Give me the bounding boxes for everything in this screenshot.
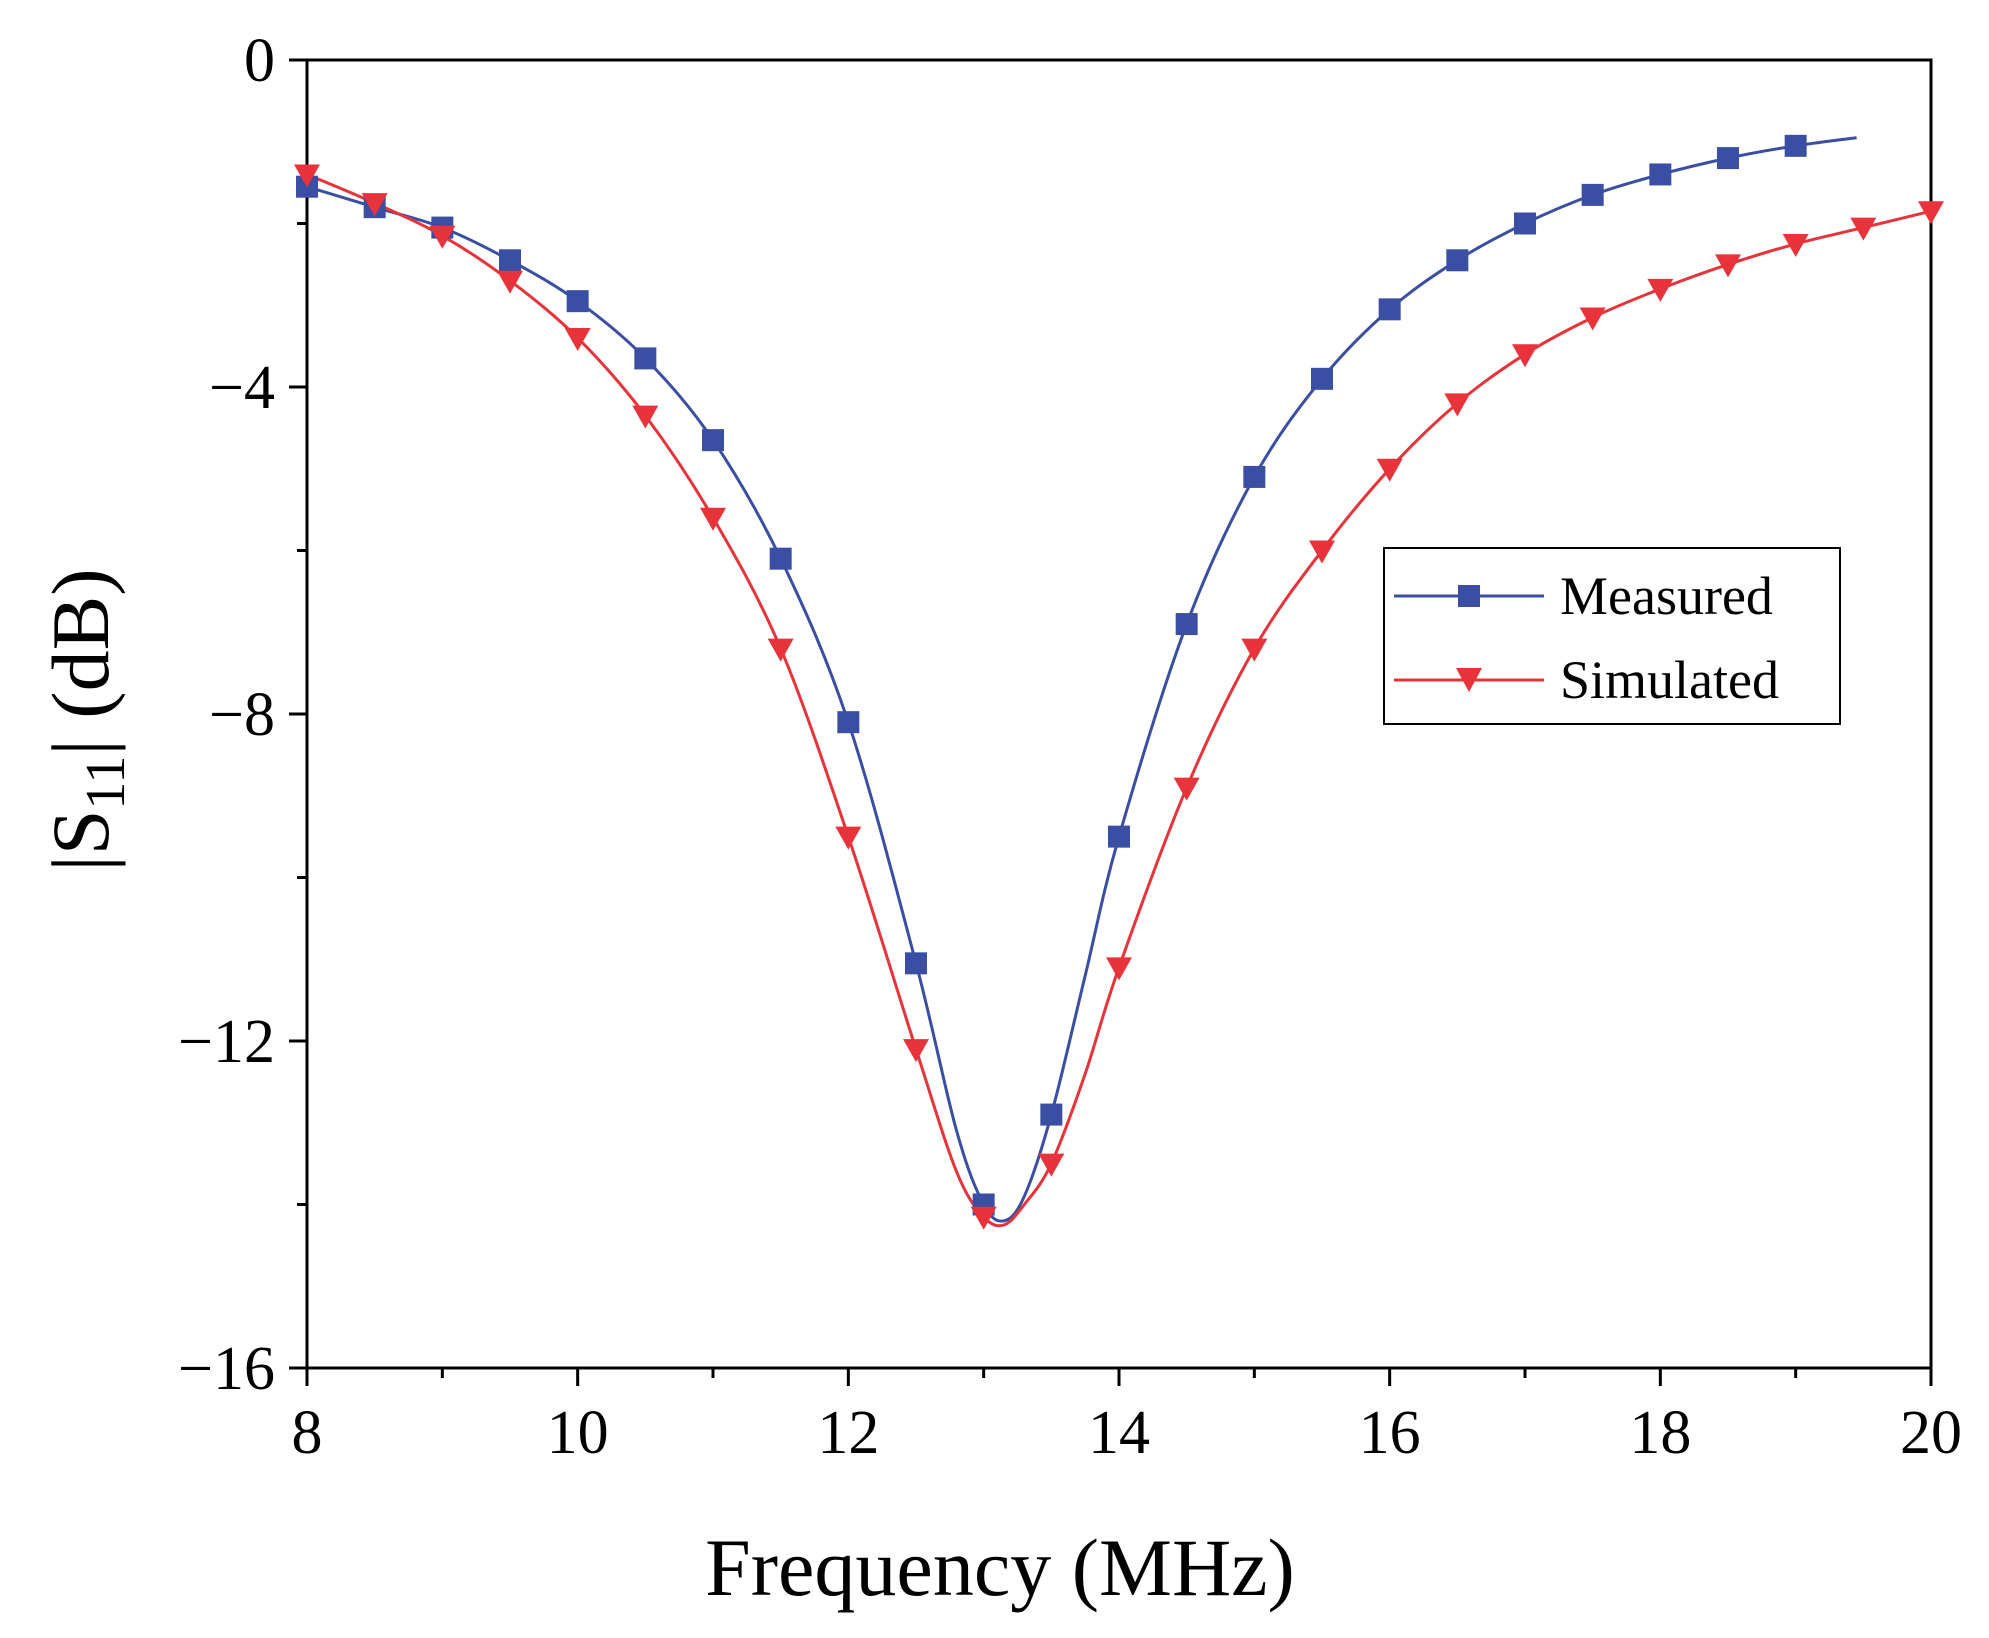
data-point-simulated bbox=[835, 826, 862, 850]
y-tick-label: −16 bbox=[178, 1335, 275, 1403]
data-point-simulated bbox=[1579, 307, 1606, 331]
data-point-measured bbox=[1717, 147, 1739, 170]
data-point-measured bbox=[1514, 212, 1536, 235]
x-tick-label: 12 bbox=[817, 1399, 879, 1467]
data-point-measured bbox=[1378, 298, 1401, 321]
data-point-measured bbox=[634, 347, 657, 370]
x-tick-label: 8 bbox=[292, 1399, 323, 1467]
x-tick-label: 14 bbox=[1088, 1399, 1150, 1467]
data-point-simulated bbox=[1512, 344, 1538, 368]
data-point-simulated bbox=[1241, 638, 1268, 662]
data-point-measured bbox=[905, 952, 927, 975]
data-point-measured bbox=[1649, 163, 1672, 186]
y-axis-title-subscript: 11 bbox=[75, 756, 137, 810]
data-point-measured bbox=[1581, 183, 1604, 206]
data-point-measured bbox=[769, 547, 792, 570]
axes: 8 10 12 14 16 18 20 0 −4 −8 −12 −16 bbox=[178, 27, 1962, 1467]
legend-label-measured: Measured bbox=[1560, 566, 1773, 626]
x-tick-label: 10 bbox=[547, 1399, 609, 1467]
legend-marker-simulated bbox=[1456, 668, 1482, 692]
data-point-simulated bbox=[970, 1206, 997, 1230]
x-tick-label: 16 bbox=[1359, 1399, 1421, 1467]
data-point-simulated bbox=[497, 270, 523, 294]
legend-marker-measured bbox=[1458, 585, 1480, 607]
data-point-simulated bbox=[1850, 217, 1877, 241]
data-point-simulated bbox=[1038, 1153, 1065, 1177]
data-point-simulated bbox=[1309, 540, 1335, 564]
data-point-simulated bbox=[632, 405, 659, 429]
series-markers bbox=[294, 134, 1944, 1230]
data-point-simulated bbox=[1918, 201, 1944, 225]
data-point-measured bbox=[1446, 249, 1469, 272]
y-tick-label: −8 bbox=[209, 681, 275, 749]
x-tick-label: 18 bbox=[1629, 1399, 1691, 1467]
data-point-measured bbox=[1311, 367, 1333, 390]
data-point-measured bbox=[702, 429, 724, 452]
data-point-measured bbox=[837, 711, 860, 734]
x-tick-label: 20 bbox=[1900, 1399, 1962, 1467]
data-point-simulated bbox=[1173, 777, 1200, 801]
data-point-measured bbox=[499, 249, 521, 272]
data-point-simulated bbox=[903, 1039, 929, 1063]
legend-box bbox=[1383, 547, 1841, 725]
data-point-simulated bbox=[1715, 254, 1741, 278]
data-point-simulated bbox=[1106, 957, 1132, 981]
data-point-measured bbox=[1175, 613, 1198, 636]
x-axis-title: Frequency (MHz) bbox=[705, 1522, 1295, 1613]
y-tick-label: −12 bbox=[178, 1008, 275, 1076]
data-point-simulated bbox=[1444, 393, 1471, 417]
data-point-measured bbox=[566, 290, 589, 313]
data-point-measured bbox=[1243, 465, 1266, 488]
data-point-measured bbox=[1108, 825, 1130, 848]
data-point-simulated bbox=[429, 225, 456, 249]
data-point-measured bbox=[1040, 1103, 1063, 1126]
y-axis-title-prefix: |S bbox=[35, 810, 126, 872]
y-axis-title-suffix: | (dB) bbox=[35, 568, 126, 755]
y-tick-label: 0 bbox=[244, 27, 275, 95]
data-point-simulated bbox=[1782, 233, 1809, 257]
data-point-simulated bbox=[294, 164, 320, 188]
y-tick-label: −4 bbox=[209, 354, 275, 422]
data-point-simulated bbox=[1376, 458, 1403, 482]
data-point-measured bbox=[1784, 134, 1807, 157]
legend-label-simulated: Simulated bbox=[1560, 650, 1779, 710]
data-point-simulated bbox=[767, 638, 794, 662]
data-point-simulated bbox=[1647, 278, 1674, 302]
legend: Measured Simulated bbox=[1383, 547, 1841, 725]
data-point-simulated bbox=[564, 327, 591, 351]
data-point-simulated bbox=[700, 507, 726, 531]
y-axis-title: |S11| (dB) bbox=[35, 568, 137, 871]
data-point-simulated bbox=[361, 193, 388, 217]
